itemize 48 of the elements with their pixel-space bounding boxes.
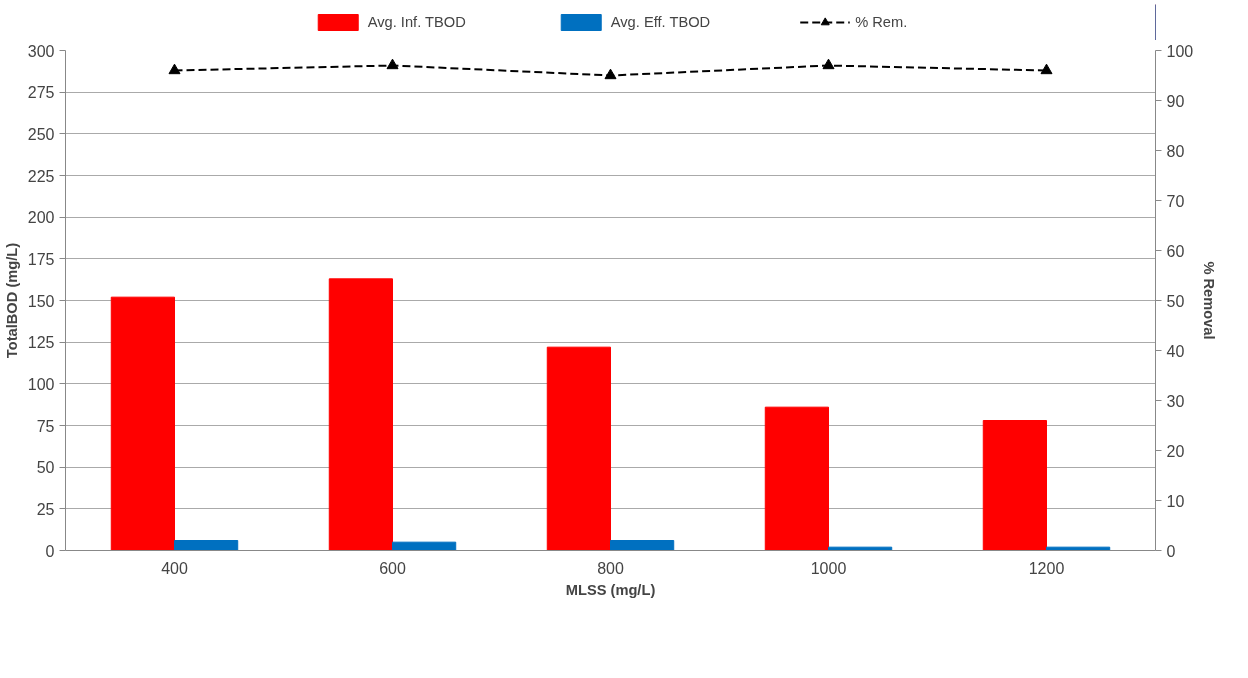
y-tick-label: 100 (27, 375, 55, 393)
y2-tick-label: 20 (1166, 442, 1185, 460)
x-tick-label: 1000 (810, 559, 847, 577)
point (822, 58, 835, 70)
y2-tick-label: 70 (1166, 192, 1185, 210)
y2-tick-label: 80 (1166, 142, 1185, 160)
point (168, 63, 181, 75)
y-tick-label: 150 (27, 292, 55, 310)
bar (546, 346, 611, 551)
bar (764, 406, 829, 551)
y2-tick-label: 40 (1166, 342, 1185, 360)
bar (610, 540, 675, 551)
bar (174, 540, 239, 551)
bar (328, 278, 393, 551)
y-tick-label: 125 (27, 334, 55, 352)
y-tick-label: 275 (27, 84, 55, 102)
point (386, 58, 399, 70)
legend-label: Avg. Inf. TBOD (367, 14, 466, 30)
x-tick-label: 400 (161, 559, 188, 577)
y-tick-label: 0 (45, 542, 55, 560)
y-tick-label: 175 (27, 250, 55, 268)
y2-tick-label: 30 (1166, 392, 1185, 410)
y-tick-label: 250 (27, 125, 55, 143)
y-tick-label: 225 (27, 167, 55, 185)
bar (982, 420, 1047, 551)
bar (392, 541, 457, 551)
y-tick-label: 75 (36, 417, 55, 435)
y-axis-title: TotalBOD (mg/L) (3, 242, 20, 359)
y-tick-label: 25 (36, 500, 55, 518)
x-axis-title: MLSS (mg/L) (565, 581, 656, 598)
legend-label: Avg. Eff. TBOD (610, 14, 711, 30)
y2-tick-label: 100 (1166, 42, 1194, 60)
y2-axis-title: % Removal (1201, 261, 1218, 340)
point (1040, 63, 1053, 75)
y-tick-label: 300 (27, 42, 55, 60)
y-tick-label: 50 (36, 459, 55, 477)
x-tick-label: 600 (379, 559, 406, 577)
point (604, 68, 617, 80)
y2-tick-label: 50 (1166, 292, 1185, 310)
y2-tick-label: 60 (1166, 242, 1185, 260)
legend-label: % Rem. (855, 14, 908, 30)
y2-tick-label: 90 (1166, 92, 1185, 110)
x-tick-label: 800 (597, 559, 624, 577)
bar (110, 296, 175, 551)
y2-tick-label: 0 (1166, 542, 1176, 560)
y2-tick-label: 10 (1166, 492, 1185, 510)
x-tick-label: 1200 (1028, 559, 1065, 577)
y-tick-label: 200 (27, 209, 55, 227)
